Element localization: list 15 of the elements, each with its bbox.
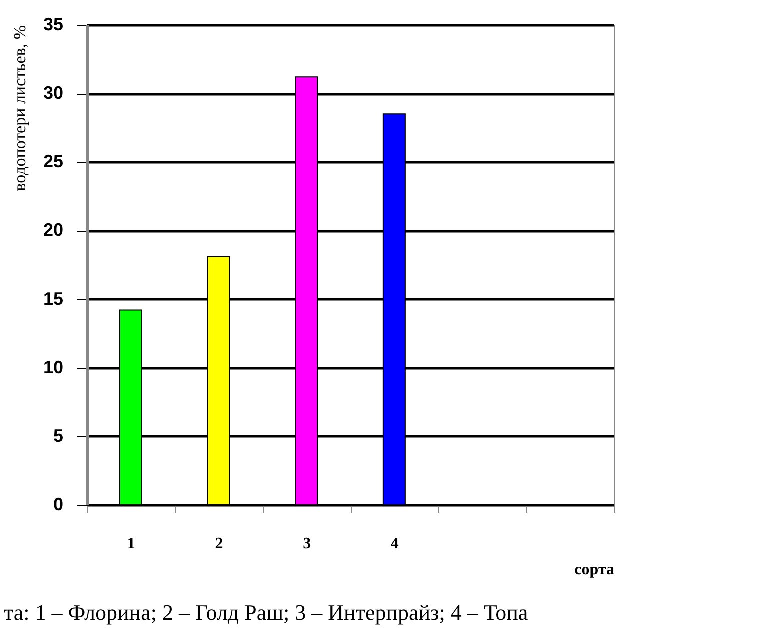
text: та: 1 – Флорина; 2 – Голд Раш; 3 – Интерпрайз; 4 – Топа	[3, 599, 530, 627]
x-tick-label: 3	[303, 536, 312, 552]
x-tick-label: 1	[127, 536, 136, 552]
x-axis-title: сорта	[574, 562, 614, 578]
y-tick-label: 30	[43, 83, 64, 104]
y-tick-label: 10	[43, 357, 64, 378]
y-tick-label: 0	[53, 494, 64, 514]
y-tick-label: 5	[53, 426, 64, 446]
y-tick-label: 25	[43, 152, 64, 172]
y-tick-label: 35	[43, 14, 64, 34]
x-tick-label: 4	[390, 536, 399, 552]
y-axis-title: водопотери листьев, %	[10, 26, 30, 192]
y-tick-label: 20	[43, 220, 64, 240]
y-tick-label: 15	[43, 288, 64, 309]
x-tick-label: 2	[215, 536, 224, 552]
